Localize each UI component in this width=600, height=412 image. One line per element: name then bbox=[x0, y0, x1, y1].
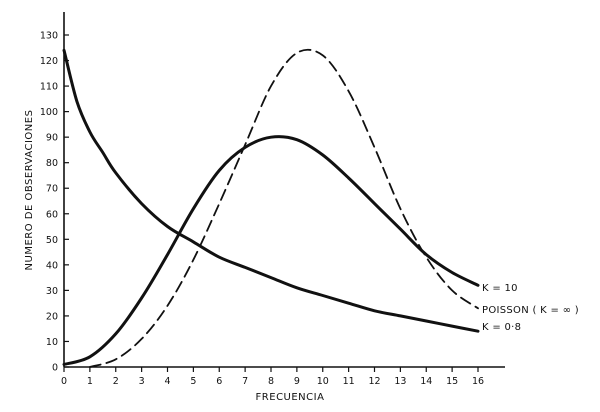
axes bbox=[63, 12, 505, 368]
x-tick-label: 16 bbox=[472, 376, 484, 387]
x-tick-label: 0 bbox=[61, 376, 67, 387]
y-tick-label: 100 bbox=[40, 107, 58, 118]
series-k08-line bbox=[62, 48, 480, 333]
x-ticks: 0 1 2 3 4 5 6 7 8 9 10 11 12 13 14 15 16 bbox=[61, 367, 484, 387]
x-tick-label: 10 bbox=[317, 376, 329, 387]
y-tick-label: 0 bbox=[52, 363, 58, 374]
y-ticks: 0 10 20 30 40 50 60 70 80 90 100 110 120 130 bbox=[40, 31, 69, 374]
x-tick-label: 9 bbox=[294, 376, 300, 387]
label-poisson: POISSON ( K = ∞ ) bbox=[482, 305, 579, 316]
series-k10-line bbox=[62, 135, 480, 366]
y-tick-label: 130 bbox=[40, 31, 58, 42]
y-tick-label: 30 bbox=[46, 286, 58, 297]
y-tick-label: 110 bbox=[40, 82, 58, 93]
y-axis-label: NUMERO DE OBSERVACIONES bbox=[24, 110, 35, 271]
label-k10: K = 10 bbox=[482, 283, 518, 294]
y-tick-label: 80 bbox=[46, 158, 58, 169]
x-tick-label: 2 bbox=[113, 376, 119, 387]
x-tick-label: 15 bbox=[446, 376, 458, 387]
label-k08: K = 0·8 bbox=[482, 322, 521, 333]
y-tick-label: 10 bbox=[46, 337, 58, 348]
x-tick-label: 8 bbox=[268, 376, 274, 387]
y-tick-label: 50 bbox=[46, 235, 58, 246]
x-tick-label: 6 bbox=[216, 376, 222, 387]
series-poisson-line bbox=[89, 48, 479, 368]
y-tick-label: 120 bbox=[40, 56, 58, 67]
x-tick-label: 14 bbox=[420, 376, 432, 387]
y-tick-label: 90 bbox=[46, 133, 58, 144]
x-tick-label: 13 bbox=[394, 376, 406, 387]
x-tick-label: 4 bbox=[164, 376, 170, 387]
x-tick-label: 5 bbox=[190, 376, 196, 387]
x-axis-label: FRECUENCIA bbox=[256, 392, 325, 403]
y-tick-label: 70 bbox=[46, 184, 58, 195]
curve-labels: K = 10 POISSON ( K = ∞ ) K = 0·8 bbox=[482, 283, 579, 333]
y-tick-label: 60 bbox=[46, 209, 58, 220]
x-tick-label: 3 bbox=[139, 376, 145, 387]
y-tick-label: 40 bbox=[46, 260, 58, 271]
x-tick-label: 11 bbox=[343, 376, 355, 387]
x-tick-label: 1 bbox=[87, 376, 93, 387]
series-group bbox=[62, 48, 480, 368]
x-tick-label: 12 bbox=[368, 376, 380, 387]
y-tick-label: 20 bbox=[46, 311, 58, 322]
x-tick-label: 7 bbox=[242, 376, 248, 387]
